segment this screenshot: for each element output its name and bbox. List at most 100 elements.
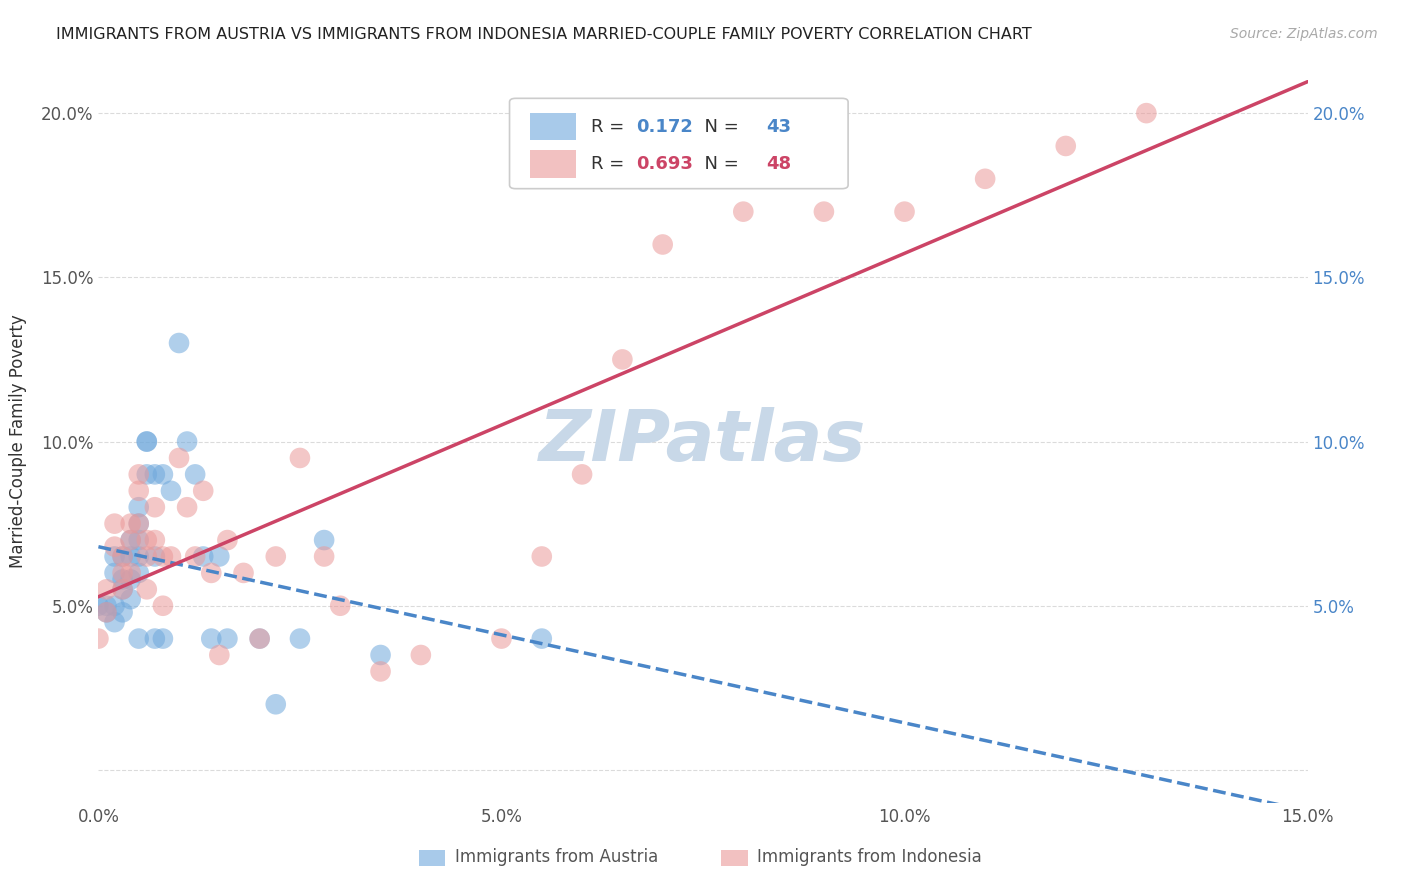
Point — [152, 632, 174, 646]
Point — [103, 540, 125, 554]
Point — [571, 467, 593, 482]
Point — [103, 615, 125, 630]
Point — [217, 632, 239, 646]
Point — [200, 566, 222, 580]
Point — [120, 533, 142, 547]
Text: R =: R = — [591, 118, 630, 136]
Point — [135, 533, 157, 547]
Point — [167, 450, 190, 465]
Point — [87, 599, 110, 613]
Point — [128, 516, 150, 531]
Point — [111, 605, 134, 619]
Point — [314, 533, 336, 547]
Point — [152, 599, 174, 613]
Text: N =: N = — [693, 118, 745, 136]
Point — [96, 605, 118, 619]
Point — [96, 582, 118, 597]
Point — [111, 566, 134, 580]
Text: 43: 43 — [766, 118, 792, 136]
Point — [329, 599, 352, 613]
Point — [135, 434, 157, 449]
Point — [974, 171, 997, 186]
Point — [264, 698, 287, 712]
Point — [1135, 106, 1157, 120]
Y-axis label: Married-Couple Family Poverty: Married-Couple Family Poverty — [10, 315, 27, 568]
Text: R =: R = — [591, 155, 630, 173]
Point — [143, 467, 166, 482]
Point — [103, 566, 125, 580]
Point — [288, 632, 311, 646]
Point — [651, 237, 673, 252]
Point — [184, 549, 207, 564]
Point — [813, 204, 835, 219]
Point — [176, 434, 198, 449]
Point — [160, 483, 183, 498]
Text: ZIPatlas: ZIPatlas — [540, 407, 866, 476]
Point — [128, 500, 150, 515]
Point — [135, 467, 157, 482]
Point — [167, 336, 190, 351]
Point — [530, 632, 553, 646]
Point — [143, 632, 166, 646]
Point — [370, 665, 392, 679]
Point — [120, 533, 142, 547]
Point — [111, 549, 134, 564]
Point — [143, 549, 166, 564]
Point — [193, 549, 215, 564]
Point — [208, 549, 231, 564]
Point — [120, 592, 142, 607]
Point — [217, 533, 239, 547]
Point — [409, 648, 432, 662]
Point — [103, 599, 125, 613]
Point — [128, 566, 150, 580]
Point — [103, 516, 125, 531]
Point — [143, 533, 166, 547]
Point — [87, 632, 110, 646]
Point — [128, 632, 150, 646]
Point — [120, 516, 142, 531]
Point — [249, 632, 271, 646]
Point — [232, 566, 254, 580]
Point — [314, 549, 336, 564]
Bar — [721, 850, 748, 866]
Point — [103, 549, 125, 564]
Point — [530, 549, 553, 564]
Point — [135, 549, 157, 564]
Point — [135, 582, 157, 597]
Point — [128, 467, 150, 482]
Point — [111, 549, 134, 564]
Bar — [530, 112, 576, 140]
Point — [184, 467, 207, 482]
Point — [612, 352, 634, 367]
Point — [128, 549, 150, 564]
Point — [128, 483, 150, 498]
Point — [152, 549, 174, 564]
Point — [200, 632, 222, 646]
Point — [193, 483, 215, 498]
Text: Immigrants from Indonesia: Immigrants from Indonesia — [758, 848, 983, 866]
Point — [128, 516, 150, 531]
Text: 0.172: 0.172 — [637, 118, 693, 136]
Point — [96, 599, 118, 613]
Bar — [419, 850, 446, 866]
Point — [249, 632, 271, 646]
Point — [111, 582, 134, 597]
Point — [152, 467, 174, 482]
Text: IMMIGRANTS FROM AUSTRIA VS IMMIGRANTS FROM INDONESIA MARRIED-COUPLE FAMILY POVER: IMMIGRANTS FROM AUSTRIA VS IMMIGRANTS FR… — [56, 27, 1032, 42]
Point — [128, 533, 150, 547]
Text: N =: N = — [693, 155, 745, 173]
FancyBboxPatch shape — [509, 98, 848, 189]
Point — [120, 573, 142, 587]
Text: 48: 48 — [766, 155, 792, 173]
Point — [288, 450, 311, 465]
Bar — [530, 151, 576, 178]
Point — [160, 549, 183, 564]
Point — [370, 648, 392, 662]
Point — [264, 549, 287, 564]
Text: Source: ZipAtlas.com: Source: ZipAtlas.com — [1230, 27, 1378, 41]
Point — [143, 500, 166, 515]
Point — [733, 204, 755, 219]
Point — [1054, 139, 1077, 153]
Point — [111, 582, 134, 597]
Text: Immigrants from Austria: Immigrants from Austria — [456, 848, 658, 866]
